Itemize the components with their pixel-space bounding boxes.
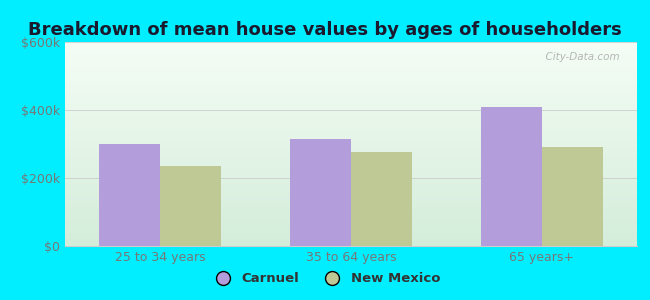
Text: City-Data.com: City-Data.com: [540, 52, 620, 62]
Bar: [161, 166, 222, 246]
Bar: [99, 144, 161, 246]
Text: Breakdown of mean house values by ages of householders: Breakdown of mean house values by ages o…: [28, 21, 622, 39]
Bar: [480, 106, 541, 246]
Bar: [351, 152, 412, 246]
Bar: [290, 139, 351, 246]
Legend: Carnuel, New Mexico: Carnuel, New Mexico: [205, 267, 445, 290]
Bar: [541, 147, 603, 246]
